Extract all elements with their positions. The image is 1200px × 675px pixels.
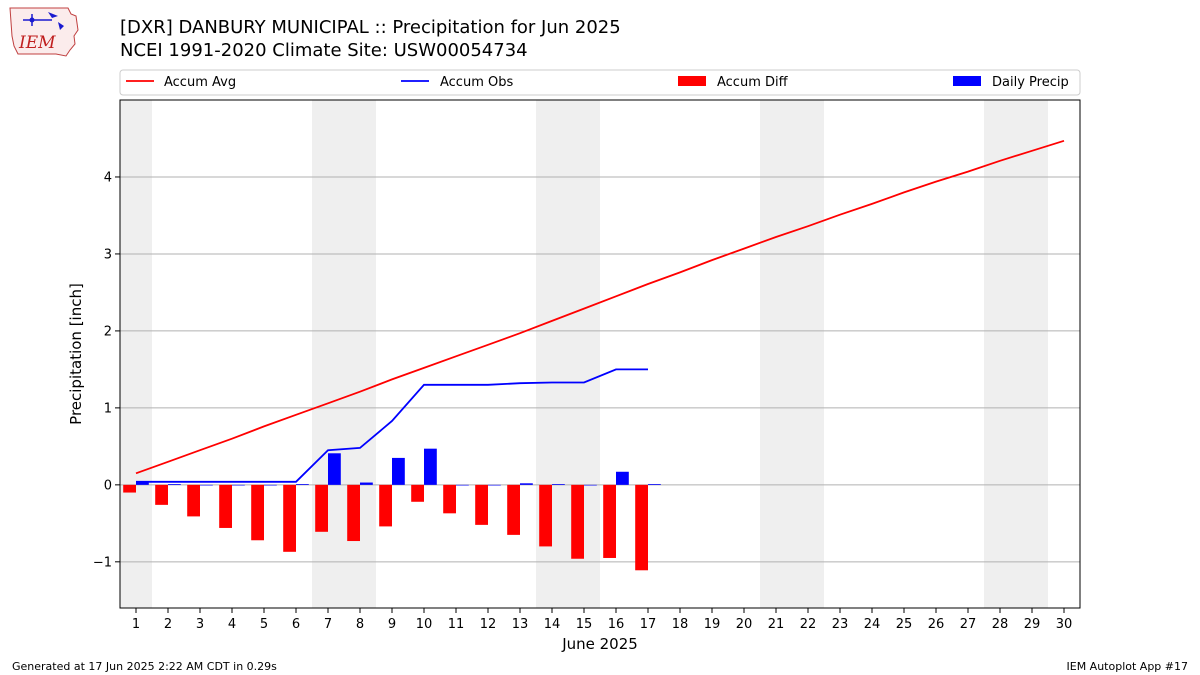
x-tick-label: 28 <box>992 617 1009 632</box>
plot-area <box>120 100 1080 608</box>
accum-diff-bar <box>219 484 232 528</box>
x-tick-label: 29 <box>1024 617 1041 632</box>
daily-precip-bar <box>392 457 405 485</box>
daily-precip-bar <box>232 484 245 486</box>
daily-precip-bar <box>424 448 437 485</box>
x-tick-label: 10 <box>416 617 433 632</box>
legend-swatch-bar <box>953 76 981 86</box>
y-tick-label: −1 <box>93 555 112 570</box>
y-tick-label: 2 <box>104 324 112 339</box>
x-tick-label: 26 <box>928 617 945 632</box>
weekend-shade <box>1016 100 1048 608</box>
legend: Accum Avg Accum Obs Accum Diff Daily Precip <box>119 69 1081 96</box>
accum-diff-bar <box>155 484 168 505</box>
daily-precip-bar <box>456 484 469 486</box>
legend-label: Accum Avg <box>164 75 236 90</box>
weekend-shade <box>760 100 792 608</box>
daily-precip-bar <box>360 482 373 485</box>
weekend-shade <box>984 100 1016 608</box>
x-tick-label: 15 <box>576 617 593 632</box>
legend-label: Accum Obs <box>440 75 513 90</box>
x-tick-label: 14 <box>544 617 561 632</box>
accum-diff-bar <box>411 484 424 502</box>
accum-diff-bar <box>283 484 296 552</box>
y-tick-label: 0 <box>104 478 112 493</box>
accum-diff-bar <box>603 484 616 558</box>
accum-diff-bar <box>187 484 200 517</box>
daily-precip-bar <box>520 483 533 485</box>
x-tick-label: 30 <box>1056 617 1073 632</box>
accum-diff-bar <box>635 484 648 571</box>
accum-diff-bar <box>539 484 552 547</box>
y-tick-label: 4 <box>104 170 112 185</box>
accum-diff-bar <box>571 484 584 559</box>
x-tick-label: 2 <box>164 617 172 632</box>
x-tick-label: 11 <box>448 617 465 632</box>
x-tick-label: 13 <box>512 617 529 632</box>
x-axis-label: June 2025 <box>561 635 638 653</box>
x-tick-label: 9 <box>388 617 396 632</box>
legend-label: Accum Diff <box>717 75 789 90</box>
x-tick-label: 18 <box>672 617 689 632</box>
x-tick-label: 20 <box>736 617 753 632</box>
x-tick-label: 24 <box>864 617 881 632</box>
weekend-shade <box>120 100 152 608</box>
daily-precip-bar <box>328 453 341 485</box>
chart-subtitle: NCEI 1991-2020 Climate Site: USW00054734 <box>120 40 528 61</box>
daily-precip-bar <box>488 484 501 486</box>
accum-diff-bar <box>443 484 456 514</box>
plot-frame <box>119 99 1081 609</box>
x-tick-label: 12 <box>480 617 497 632</box>
accum-diff-bar <box>475 484 488 525</box>
daily-precip-bar <box>616 471 629 485</box>
daily-precip-bar <box>296 484 309 485</box>
x-tick-label: 7 <box>324 617 332 632</box>
y-tick-label: 3 <box>104 247 112 262</box>
x-tick-label: 6 <box>292 617 300 632</box>
weekend-shade <box>792 100 824 608</box>
x-tick-label: 4 <box>228 617 236 632</box>
x-tick-label: 23 <box>832 617 849 632</box>
daily-precip-bar <box>168 484 181 485</box>
x-tick-label: 8 <box>356 617 364 632</box>
x-tick-label: 25 <box>896 617 913 632</box>
daily-precip-bar <box>584 484 597 486</box>
x-tick-label: 3 <box>196 617 204 632</box>
logo-text: IEM <box>18 33 56 53</box>
x-tick-label: 16 <box>608 617 625 632</box>
legend-swatch-bar <box>678 76 706 86</box>
legend-label: Daily Precip <box>992 75 1069 90</box>
x-tick-label: 5 <box>260 617 268 632</box>
x-tick-label: 17 <box>640 617 657 632</box>
legend-frame <box>119 69 1081 96</box>
daily-precip-bar <box>200 484 213 486</box>
daily-precip-bar <box>648 484 661 485</box>
x-tick-label: 19 <box>704 617 721 632</box>
y-axis-label: Precipitation [inch] <box>67 283 85 425</box>
daily-precip-bar <box>264 484 277 486</box>
accum-diff-bar <box>123 484 136 493</box>
x-tick-label: 21 <box>768 617 785 632</box>
daily-precip-bar <box>552 484 565 485</box>
y-tick-label: 1 <box>104 401 112 416</box>
accum-diff-bar <box>251 484 264 541</box>
iem-logo: IEM <box>8 6 82 62</box>
chart-title: [DXR] DANBURY MUNICIPAL :: Precipitation… <box>120 17 621 38</box>
accum-diff-bar <box>347 484 360 542</box>
x-tick-label: 1 <box>132 617 140 632</box>
generated-note: Generated at 17 Jun 2025 2:22 AM CDT in … <box>12 660 277 673</box>
daily-precip-bar <box>136 481 149 485</box>
accum-obs-line <box>136 368 648 483</box>
x-tick-label: 27 <box>960 617 977 632</box>
accum-diff-bar <box>379 484 392 527</box>
app-label: IEM Autoplot App #17 <box>1066 660 1189 673</box>
accum-avg-line <box>135 139 1065 475</box>
x-tick-label: 22 <box>800 617 817 632</box>
accum-diff-bar <box>507 484 520 535</box>
accum-diff-bar <box>315 484 328 532</box>
